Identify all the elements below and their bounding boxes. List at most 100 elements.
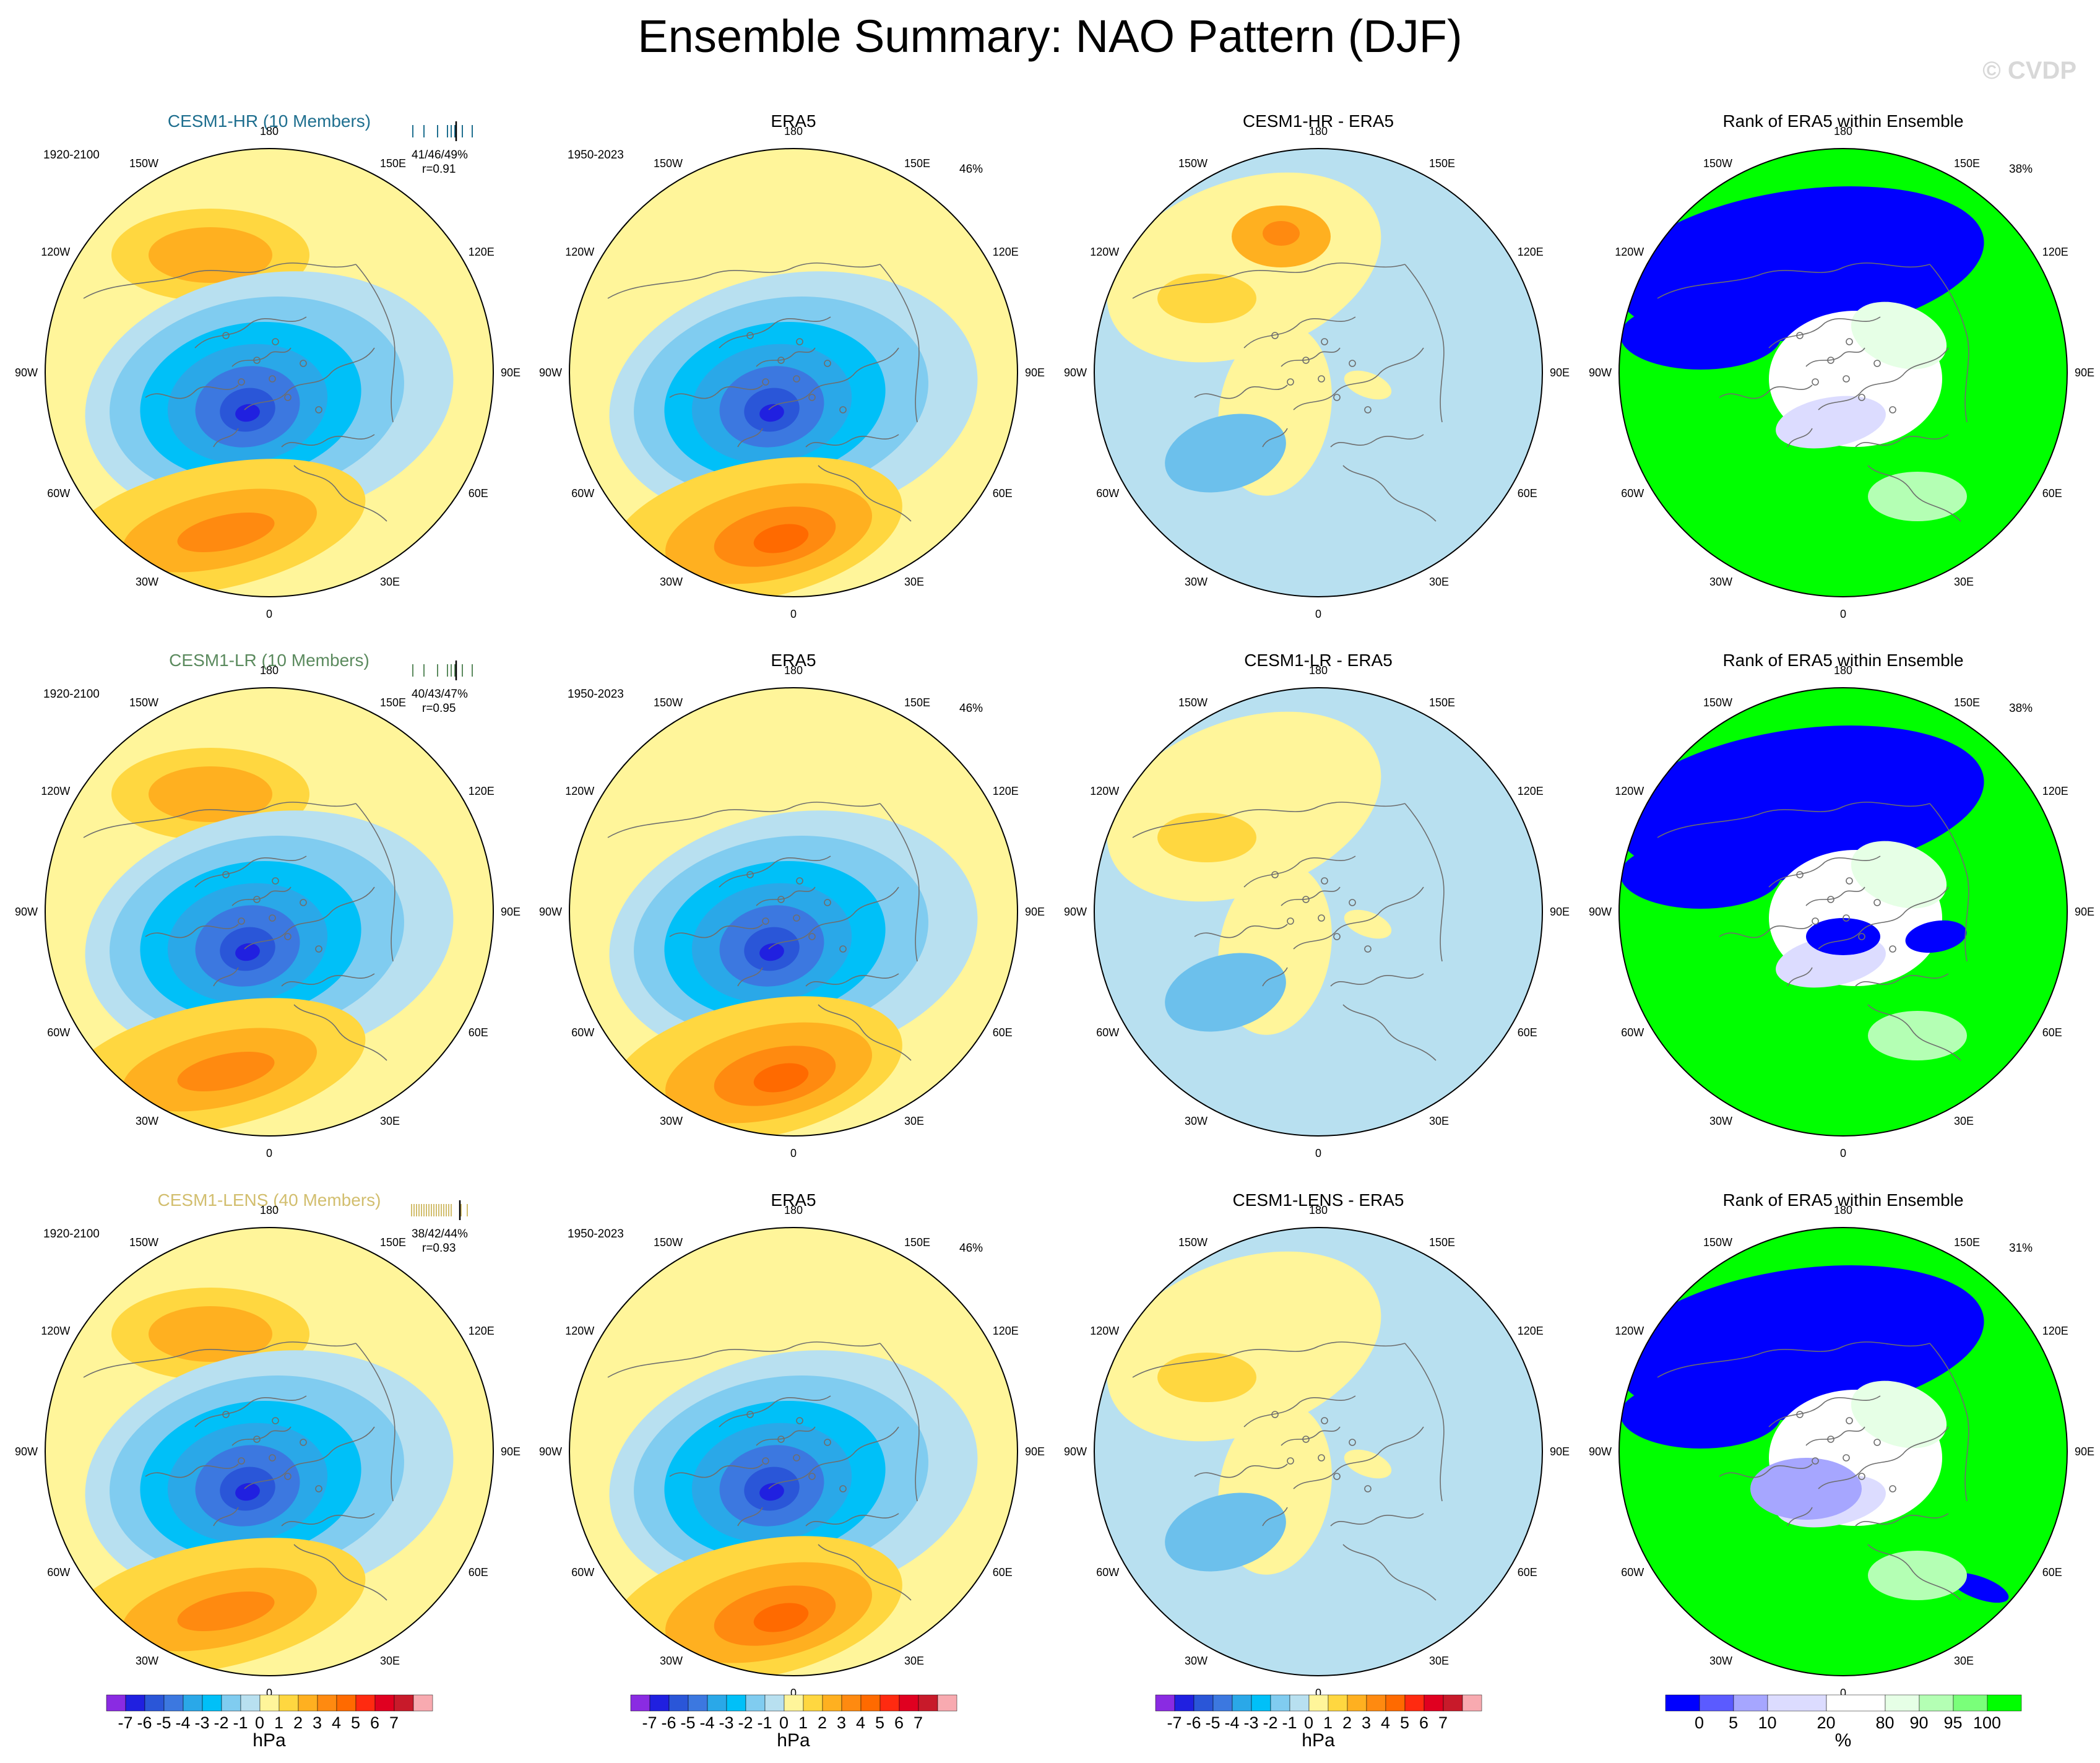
colorbar-swatch [803, 1694, 823, 1712]
colorbar-swatch [1919, 1694, 1953, 1712]
positive-anomaly-center [1157, 274, 1256, 323]
longitude-label: 30E [380, 1654, 400, 1667]
positive-anomaly-contour [177, 512, 275, 553]
colorbar-swatch [899, 1694, 918, 1712]
longitude-label: 150E [1429, 696, 1456, 709]
slp-anomaly-map [1094, 687, 1543, 1137]
colorbar-tick-label: 100 [1973, 1713, 2002, 1732]
colorbar-tick-label: 3 [1361, 1713, 1372, 1732]
longitude-label: 180 [1833, 1204, 1853, 1216]
colorbar-swatch [240, 1694, 260, 1712]
positive-anomaly-contour [753, 524, 809, 553]
longitude-label: 120E [468, 785, 495, 797]
colorbar-swatch [1424, 1694, 1443, 1712]
coastline-overlay [607, 262, 920, 522]
longitude-label: 120W [565, 785, 595, 797]
coastline-overlay [607, 802, 920, 1061]
longitude-label: 30W [1184, 1654, 1208, 1667]
panel-title: CESM1-LR (10 Members) [169, 651, 369, 670]
positive-anomaly-center [1157, 813, 1256, 862]
colorbar-swatch [106, 1694, 126, 1712]
colorbar-tick-label: 5 [875, 1713, 885, 1732]
longitude-label: 120E [1517, 246, 1544, 258]
longitude-label: 150E [904, 1236, 931, 1249]
longitude-label: 90E [2075, 366, 2095, 379]
colorbar-swatch [1665, 1694, 1700, 1712]
rank-low-region [1750, 1458, 1862, 1520]
longitude-label: 60E [468, 1566, 488, 1579]
longitude-label: 120E [992, 785, 1019, 797]
longitude-label: 0 [266, 1687, 273, 1699]
rank-low-region [1806, 918, 1880, 955]
coastline-overlay [83, 802, 395, 1061]
figure-title: Ensemble Summary: NAO Pattern (DJF) [637, 11, 1463, 62]
hpa-colorbar [630, 1694, 957, 1712]
longitude-label: 60W [1621, 1566, 1644, 1579]
longitude-label: 30W [659, 575, 683, 588]
pattern-correlation: r=0.91 [422, 163, 456, 176]
colorbar-swatch [221, 1694, 241, 1712]
colorbar-swatch [394, 1694, 413, 1712]
rank-map [1618, 687, 2068, 1137]
longitude-label: 60W [47, 1026, 71, 1039]
longitude-label: 30E [1429, 1654, 1450, 1667]
colorbar-tick-label: -6 [1186, 1713, 1201, 1732]
colorbar-swatch [1366, 1694, 1386, 1712]
colorbar-swatch [726, 1694, 746, 1712]
colorbar-tick-label: -3 [719, 1713, 734, 1732]
longitude-label: 60E [2042, 1566, 2062, 1579]
colorbar-swatch [1443, 1694, 1463, 1712]
longitude-label: 60E [992, 487, 1013, 500]
longitude-label: 60W [1096, 487, 1120, 500]
longitude-label: 120W [565, 246, 595, 258]
longitude-label: 90E [1025, 366, 1045, 379]
colorbar-swatch [630, 1694, 650, 1712]
colorbar-tick-label: 0 [254, 1713, 265, 1732]
longitude-label: 120E [992, 1325, 1019, 1337]
longitude-label: 60E [992, 1026, 1013, 1039]
colorbar-tick-label: 7 [913, 1713, 923, 1732]
colorbar-swatch [163, 1694, 183, 1712]
colorbar-swatch [668, 1694, 688, 1712]
rank-low-region [1620, 1380, 1781, 1449]
longitude-label: 60W [1096, 1026, 1120, 1039]
colorbar-tick-label: -2 [1263, 1713, 1278, 1732]
colorbar-swatch [1767, 1694, 1826, 1712]
colorbar-tick-label: 4 [1380, 1713, 1391, 1732]
hpa-colorbar [1155, 1694, 1482, 1712]
longitude-label: 180 [1308, 664, 1328, 677]
colorbar-tick-label: 5 [1728, 1713, 1739, 1732]
longitude-label: 30W [1709, 1654, 1732, 1667]
longitude-label: 60W [47, 487, 71, 500]
longitude-label: 150W [129, 157, 158, 170]
explained-variance-label: 31% [2009, 1242, 2033, 1255]
positive-anomaly-region [1344, 909, 1392, 939]
longitude-label: 120E [992, 246, 1019, 258]
longitude-label: 60W [571, 1566, 595, 1579]
colorbar-tick-label: 4 [855, 1713, 866, 1732]
colorbar-unit: hPa [1302, 1730, 1335, 1751]
colorbar-swatch [1733, 1694, 1768, 1712]
longitude-label: 30W [1709, 575, 1732, 588]
longitude-label: 150W [1178, 1236, 1208, 1249]
coastline-overlay [607, 1341, 920, 1601]
panel-title: Rank of ERA5 within Ensemble [1722, 651, 1964, 670]
longitude-label: 150W [1703, 157, 1732, 170]
positive-anomaly-center [149, 766, 272, 822]
negative-anomaly-contour [759, 943, 784, 961]
colorbar-unit: hPa [253, 1730, 286, 1751]
colorbar-swatch [259, 1694, 279, 1712]
longitude-label: 150W [129, 1236, 158, 1249]
slp-anomaly-map [1094, 1227, 1543, 1676]
colorbar-swatch [918, 1694, 938, 1712]
longitude-label: 180 [784, 125, 803, 137]
longitude-label: 30E [904, 1654, 925, 1667]
colorbar-tick-label: 20 [1817, 1713, 1836, 1732]
longitude-label: 60W [1096, 1566, 1120, 1579]
map-boundary [569, 687, 1018, 1137]
colorbar-swatch [1155, 1694, 1175, 1712]
rank-low-region [1620, 301, 1781, 370]
map-boundary [45, 1227, 494, 1676]
colorbar-swatch [1699, 1694, 1734, 1712]
member-spread-ticks [412, 661, 473, 680]
